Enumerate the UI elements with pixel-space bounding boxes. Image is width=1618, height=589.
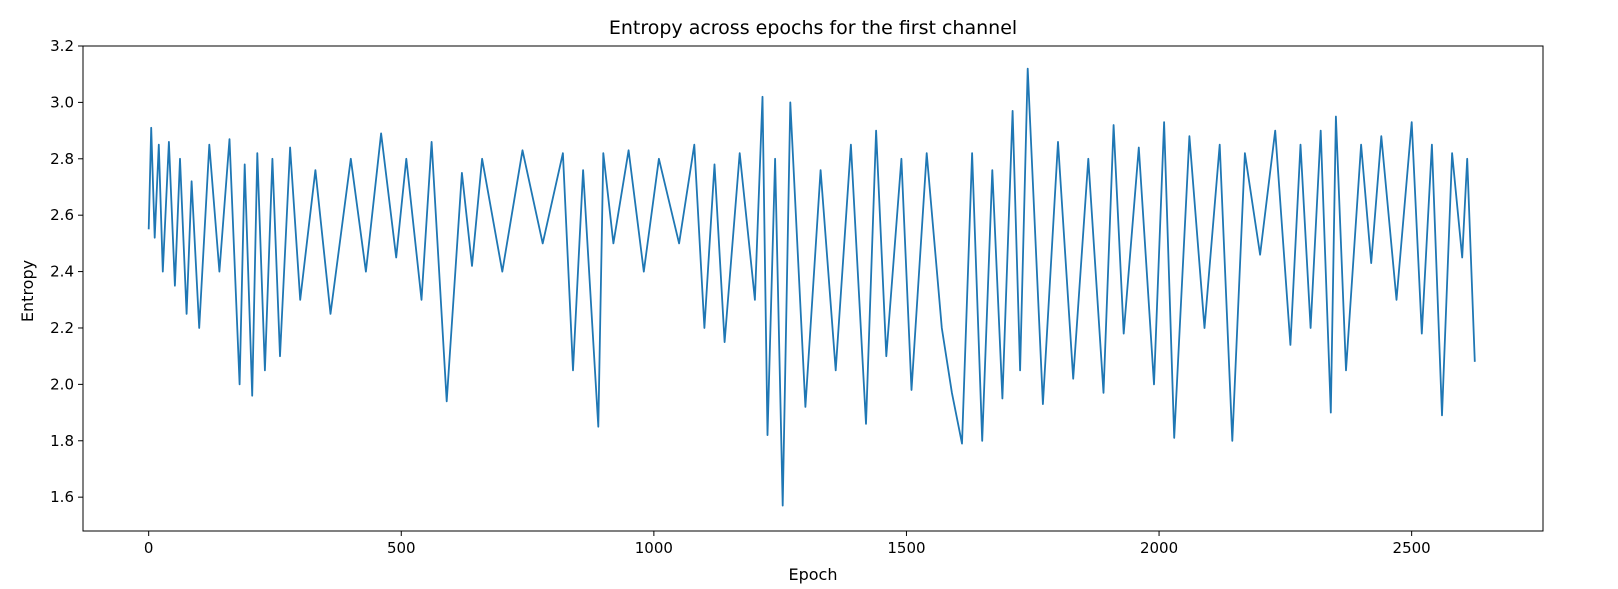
y-tick-label: 2.6 [50, 206, 74, 224]
y-tick-label: 1.6 [50, 488, 74, 506]
y-tick-label: 2.4 [50, 263, 74, 281]
x-axis-ticks: 0 500 1000 1500 2000 2500 [144, 531, 1431, 557]
x-tick-label: 2000 [1140, 539, 1178, 557]
y-tick-label: 3.2 [50, 37, 74, 55]
y-tick-label: 2.8 [50, 150, 74, 168]
chart-title: Entropy across epochs for the first chan… [609, 17, 1017, 39]
x-tick-label: 2500 [1393, 539, 1431, 557]
series-line-1 [147, 67, 1476, 507]
y-tick-label: 3.0 [50, 93, 74, 111]
x-tick-label: 1500 [887, 539, 925, 557]
x-tick-label: 1000 [635, 539, 673, 557]
y-tick-label: 1.8 [50, 432, 74, 450]
series-layer [147, 67, 1476, 507]
y-axis-label: Entropy [18, 260, 37, 322]
x-tick-label: 0 [144, 539, 154, 557]
y-tick-label: 2.0 [50, 375, 74, 393]
y-axis-ticks: 1.6 1.8 2.0 2.2 2.4 2.6 2.8 3.0 3.2 [50, 37, 83, 506]
x-tick-label: 500 [387, 539, 416, 557]
plot-frame [82, 45, 1544, 532]
x-axis-label: Epoch [789, 565, 838, 584]
y-tick-label: 2.2 [50, 319, 74, 337]
